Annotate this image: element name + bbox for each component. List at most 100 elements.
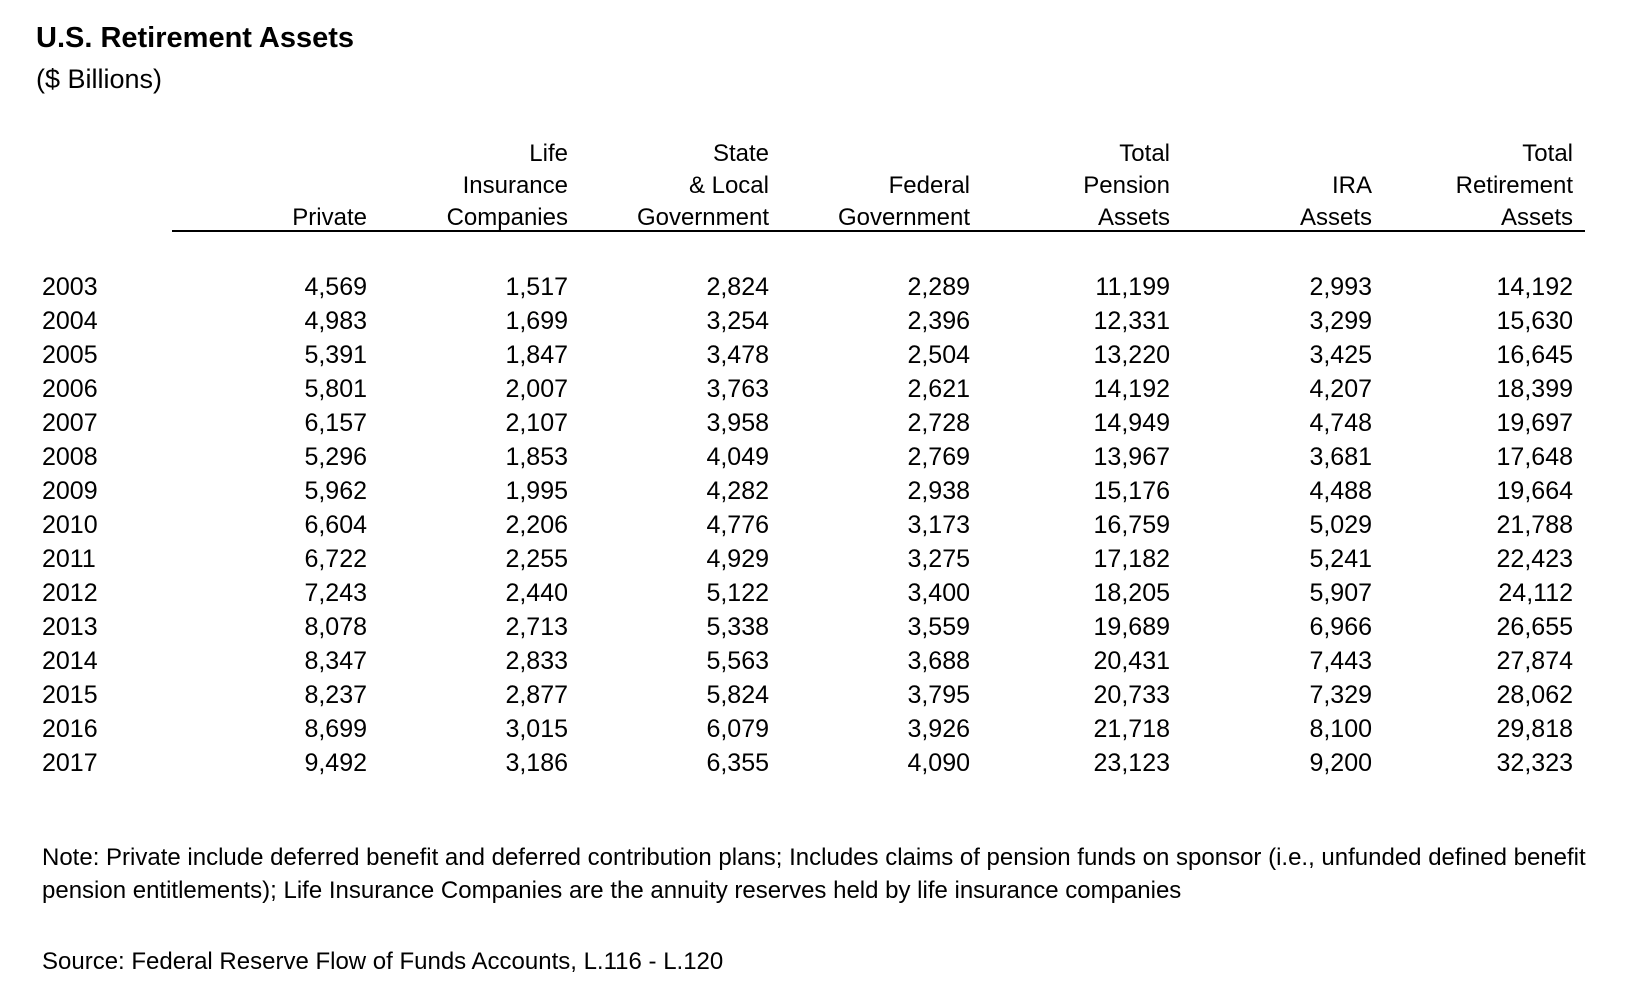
cell-total_retirement: 28,062: [1496, 681, 1573, 709]
cell-ira: 3,425: [1309, 341, 1372, 369]
column-header-line: Insurance: [462, 172, 568, 199]
cell-federal: 3,795: [907, 681, 970, 709]
cell-ira: 9,200: [1309, 749, 1372, 777]
column-header-line: & Local: [688, 172, 769, 199]
cell-life_insurance: 2,833: [505, 647, 568, 675]
column-header-line: [292, 170, 367, 202]
cell-life_insurance: 2,877: [505, 681, 568, 709]
cell-private: 5,962: [304, 477, 367, 505]
cell-life_insurance: 2,255: [505, 545, 568, 573]
row-year: 2011: [42, 545, 96, 573]
cell-total_retirement: 15,630: [1496, 307, 1573, 335]
cell-federal: 3,400: [907, 579, 970, 607]
table-row: 2017 9,492 3,186 6,355 4,090 23,123 9,200 32,32…: [0, 746, 1636, 780]
row-year: 2017: [42, 749, 98, 777]
cell-total_retirement: 22,423: [1496, 545, 1573, 573]
cell-total_retirement: 27,874: [1496, 647, 1573, 675]
column-header-line: Life: [529, 140, 568, 167]
cell-state_local: 5,563: [706, 647, 769, 675]
cell-life_insurance: 2,713: [505, 613, 568, 641]
table-source: Source: Federal Reserve Flow of Funds Ac…: [42, 948, 724, 975]
cell-life_insurance: 1,995: [505, 477, 568, 505]
column-header-line: Total: [1119, 140, 1170, 167]
cell-state_local: 3,763: [706, 375, 769, 403]
table-row: 2003 4,569 1,517 2,824 2,289 11,199 2,993 14,19…: [0, 270, 1636, 304]
cell-private: 8,699: [304, 715, 367, 743]
row-year: 2004: [42, 307, 98, 335]
cell-federal: 3,173: [907, 511, 970, 539]
table-row: 2012 7,243 2,440 5,122 3,400 18,205 5,907 24,11…: [0, 576, 1636, 610]
column-header-line: Government: [636, 204, 769, 231]
cell-private: 6,722: [304, 545, 367, 573]
cell-federal: 3,926: [907, 715, 970, 743]
cell-federal: 3,688: [907, 647, 970, 675]
cell-total_pension: 14,192: [1093, 375, 1170, 403]
table-note: Note: Private include deferred benefit a…: [42, 844, 1586, 904]
cell-total_pension: 13,220: [1093, 341, 1170, 369]
table-row: 2013 8,078 2,713 5,338 3,559 19,689 6,966 26,65…: [0, 610, 1636, 644]
table-row: 2007 6,157 2,107 3,958 2,728 14,949 4,748 19,69…: [0, 406, 1636, 440]
row-year: 2013: [42, 613, 98, 641]
row-year: 2009: [42, 477, 98, 505]
cell-private: 8,347: [304, 647, 367, 675]
cell-total_retirement: 18,399: [1496, 375, 1573, 403]
table-row: 2016 8,699 3,015 6,079 3,926 21,718 8,100 29,81…: [0, 712, 1636, 746]
cell-total_retirement: 17,648: [1496, 443, 1573, 471]
cell-private: 6,157: [304, 409, 367, 437]
table-row: 2009 5,962 1,995 4,282 2,938 15,176 4,488 19,66…: [0, 474, 1636, 508]
cell-ira: 3,681: [1309, 443, 1372, 471]
column-header-line: Assets: [1299, 204, 1372, 231]
cell-ira: 4,748: [1309, 409, 1372, 437]
cell-private: 8,237: [304, 681, 367, 709]
cell-total_retirement: 19,697: [1496, 409, 1573, 437]
cell-life_insurance: 1,853: [505, 443, 568, 471]
column-header-line: Government: [837, 204, 970, 231]
row-year: 2016: [42, 715, 98, 743]
cell-federal: 3,275: [907, 545, 970, 573]
cell-ira: 6,966: [1309, 613, 1372, 641]
cell-total_pension: 20,431: [1093, 647, 1170, 675]
row-year: 2003: [42, 273, 98, 301]
cell-ira: 5,029: [1309, 511, 1372, 539]
cell-life_insurance: 2,107: [505, 409, 568, 437]
table-row: 2006 5,801 2,007 3,763 2,621 14,192 4,207 18,39…: [0, 372, 1636, 406]
column-header-line: Total: [1522, 140, 1573, 167]
column-header-line: State: [712, 140, 769, 167]
cell-private: 9,492: [304, 749, 367, 777]
row-year: 2006: [42, 375, 98, 403]
cell-federal: 2,938: [907, 477, 970, 505]
cell-total_retirement: 16,645: [1496, 341, 1573, 369]
cell-total_pension: 11,199: [1095, 273, 1170, 301]
cell-state_local: 5,122: [706, 579, 769, 607]
cell-life_insurance: 1,517: [505, 273, 568, 301]
cell-state_local: 3,478: [706, 341, 769, 369]
cell-private: 7,243: [304, 579, 367, 607]
row-year: 2005: [42, 341, 98, 369]
cell-total_pension: 12,331: [1093, 307, 1170, 335]
cell-federal: 2,621: [907, 375, 970, 403]
table-row: 2015 8,237 2,877 5,824 3,795 20,733 7,329 28,06…: [0, 678, 1636, 712]
cell-federal: 2,289: [907, 273, 970, 301]
cell-federal: 4,090: [907, 749, 970, 777]
row-year: 2012: [42, 579, 98, 607]
cell-life_insurance: 2,440: [505, 579, 568, 607]
cell-total_retirement: 14,192: [1496, 273, 1573, 301]
cell-private: 5,391: [304, 341, 367, 369]
cell-private: 4,569: [304, 273, 367, 301]
table-row: 2008 5,296 1,853 4,049 2,769 13,967 3,681 17,64…: [0, 440, 1636, 474]
column-header-state_local: State & Local Government: [637, 138, 769, 234]
cell-ira: 5,241: [1309, 545, 1372, 573]
cell-life_insurance: 3,186: [505, 749, 568, 777]
cell-state_local: 3,254: [706, 307, 769, 335]
cell-total_retirement: 32,323: [1496, 749, 1573, 777]
cell-federal: 2,396: [907, 307, 970, 335]
cell-federal: 2,504: [907, 341, 970, 369]
cell-state_local: 5,824: [706, 681, 769, 709]
cell-ira: 3,299: [1309, 307, 1372, 335]
cell-total_pension: 18,205: [1093, 579, 1170, 607]
cell-total_retirement: 26,655: [1496, 613, 1573, 641]
column-header-ira: IRA Assets: [1300, 138, 1372, 234]
row-year: 2014: [42, 647, 98, 675]
cell-total_retirement: 21,788: [1496, 511, 1573, 539]
column-header-line: Federal: [888, 172, 970, 199]
